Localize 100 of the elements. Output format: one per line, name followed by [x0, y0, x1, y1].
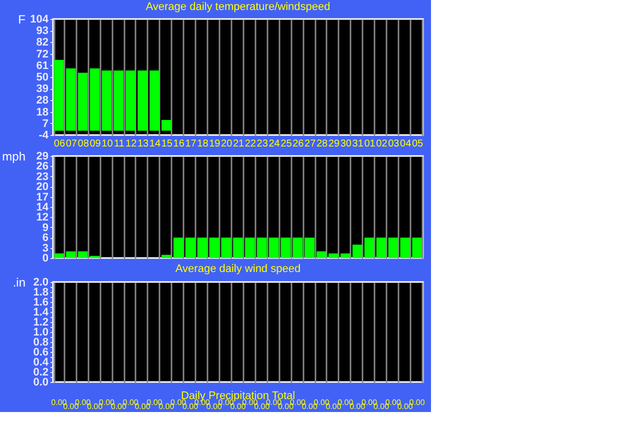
chart-title: Average daily temperature/windspeed [146, 1, 330, 13]
y-tick-label: 17 [36, 191, 48, 204]
bar [292, 238, 303, 258]
x-tick-label: 29 [328, 138, 340, 150]
bar [280, 238, 291, 258]
x-tick-label: 08 [78, 138, 90, 150]
bar [66, 68, 76, 131]
bar [90, 68, 100, 131]
y-tick-label: -4 [38, 130, 50, 142]
bar [138, 70, 148, 131]
y-tick-label: 1.6 [33, 296, 48, 308]
bar [150, 70, 160, 131]
x-tick-label: 11 [114, 138, 125, 150]
y-tick-label: 12 [36, 212, 48, 224]
y-tick-label: 61 [36, 60, 48, 72]
y-tick-label: 0.4 [33, 356, 50, 368]
y-tick-label: 18 [36, 106, 48, 118]
y-tick-label: 1.4 [33, 306, 50, 318]
x-tick-label: 27 [304, 138, 316, 150]
x-tick-label: 19 [209, 138, 221, 150]
x-tick-label: 04 [400, 138, 412, 150]
bar [185, 238, 196, 258]
x-tick-label: 05 [412, 138, 424, 150]
y-tick-label: 82 [36, 36, 48, 49]
y-tick-label: 1.2 [33, 316, 48, 328]
x-tick-label: 10 [102, 138, 114, 150]
bar [328, 253, 338, 258]
y-tick-label: 23 [36, 170, 48, 183]
bar [102, 70, 112, 131]
x-tick-label: 01 [364, 138, 376, 150]
x-tick-label: 23 [256, 138, 268, 150]
y-tick-label: 2.0 [33, 276, 48, 288]
x-tick-label: 14 [149, 138, 161, 150]
y-tick-label: 50 [36, 72, 48, 84]
bar [54, 253, 64, 258]
x-tick-label: 26 [292, 138, 304, 150]
y-tick-label: 28 [36, 94, 48, 107]
y-tick-label: 0.6 [33, 346, 48, 358]
y-axis-title: mph [2, 150, 26, 164]
y-tick-label: 1.8 [33, 286, 48, 298]
bar [78, 72, 88, 131]
bar [376, 238, 386, 258]
x-tick-label: 24 [268, 138, 280, 150]
y-tick-label: 93 [36, 25, 48, 38]
y-tick-label: 20 [36, 181, 48, 194]
text: Average daily wind speed [175, 263, 301, 275]
x-tick-label: 06 [54, 138, 66, 150]
y-tick-label: 0.2 [33, 366, 48, 378]
y-tick-label: 6 [42, 232, 48, 244]
x-tick-label: 20 [221, 138, 233, 150]
bar [304, 238, 315, 258]
y-tick-label: 26 [36, 160, 48, 173]
x-tick-label: 16 [173, 138, 185, 150]
bar [78, 251, 88, 258]
bar [245, 238, 255, 258]
x-tick-label: 02 [376, 138, 388, 150]
bar [256, 238, 267, 258]
y-tick-label: 72 [36, 48, 48, 60]
x-tick-label: 25 [280, 138, 292, 150]
bar [66, 251, 76, 258]
bar [173, 238, 184, 258]
y-tick-label: 9 [42, 222, 48, 234]
bar [268, 238, 279, 258]
y-tick-label: 0.0 [33, 376, 48, 388]
bar [126, 70, 136, 131]
bar [352, 244, 362, 258]
y-axis-title: .in [12, 276, 26, 290]
x-tick-label: 17 [185, 138, 197, 150]
bar [209, 238, 220, 258]
x-tick-label: 28 [316, 138, 328, 150]
bar [316, 251, 326, 258]
bar [197, 238, 208, 258]
bar [400, 238, 410, 258]
x-tick-label: 18 [197, 138, 209, 150]
bar [221, 238, 231, 258]
bar [54, 60, 64, 131]
x-tick-label: 21 [232, 138, 244, 150]
bar [114, 70, 124, 131]
y-axis-title: F [18, 12, 26, 26]
y-tick-label: 0 [42, 252, 48, 264]
y-tick-label: 39 [36, 83, 48, 96]
y-tick-label: 3 [42, 242, 48, 254]
bar [233, 238, 243, 258]
x-tick-label: 12 [126, 138, 138, 150]
y-tick-label: 7 [42, 118, 48, 130]
bar [364, 238, 374, 258]
bar [412, 238, 422, 258]
y-tick-label: 29 [36, 150, 48, 162]
y-tick-label: 104 [30, 14, 50, 26]
y-tick-label: 1.0 [33, 326, 48, 338]
x-tick-label: 15 [161, 138, 173, 150]
x-tick-label: 30 [340, 138, 352, 150]
x-tick-label: 07 [66, 138, 78, 150]
bar [340, 253, 350, 258]
bar [161, 254, 172, 258]
bar [388, 238, 398, 258]
x-tick-label: 03 [388, 138, 400, 150]
x-tick-label: 31 [352, 138, 364, 150]
y-tick-label: 0.8 [33, 336, 48, 348]
y-tick-label: 14 [36, 202, 50, 214]
